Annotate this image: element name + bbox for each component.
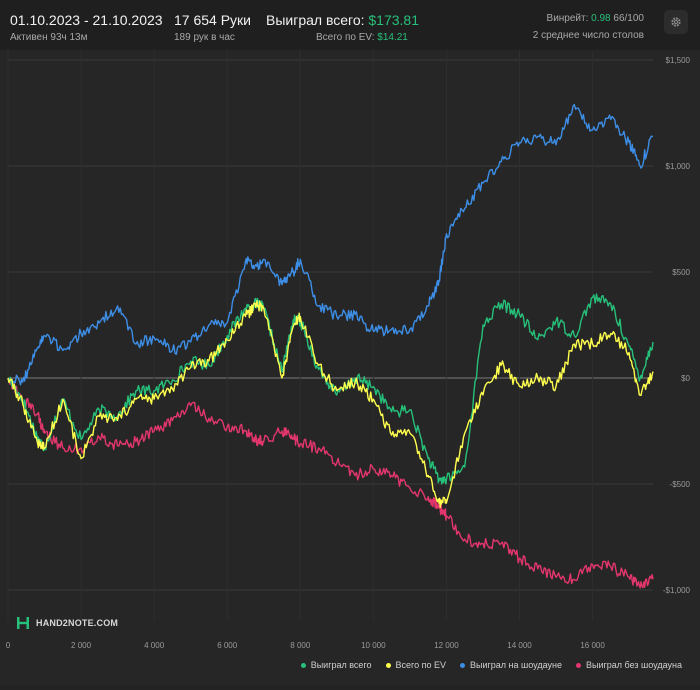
chart-x-grid	[7, 50, 594, 620]
chart-legend: Выиграл всего Всего по EV Выиграл на шоу…	[300, 660, 682, 670]
chart-y-ticks: $1,500 $1,000 $500 $0 -$500 -$1,000	[663, 56, 691, 595]
legend-item-showdown[interactable]: Выиграл на шоудауне	[460, 660, 562, 670]
winnings-block: Выиграл всего: $173.81 Всего по EV: $14.…	[266, 12, 419, 43]
legend-label: Всего по EV	[395, 660, 447, 670]
legend-label: Выиграл всего	[310, 660, 372, 670]
date-range-block: 01.10.2023 - 21.10.2023 Активен 93ч 13м	[10, 12, 163, 43]
winrate-label: Винрейт:	[546, 13, 592, 24]
x-tick-label: 8 000	[290, 641, 311, 650]
series-line-0	[7, 293, 654, 485]
legend-dot	[576, 662, 581, 668]
winrate-value: 0.98	[591, 13, 611, 24]
ev-total-value: $14.21	[377, 32, 408, 43]
ev-total: Всего по EV: $14.21	[266, 32, 419, 43]
series-line-1	[7, 300, 654, 508]
legend-item-non-showdown[interactable]: Выиграл без шоудауна	[576, 660, 682, 670]
settings-button[interactable]	[664, 10, 688, 34]
won-total: Выиграл всего: $173.81	[266, 12, 419, 28]
winrate: Винрейт: 0.98 66/100	[533, 13, 644, 24]
gear-icon	[671, 17, 681, 27]
y-tick-label: -$500	[670, 480, 691, 489]
ev-total-label: Всего по EV:	[316, 32, 378, 43]
y-tick-label: $500	[672, 268, 690, 277]
legend-dot	[300, 662, 306, 668]
chart-svg: $1,500 $1,000 $500 $0 -$500 -$1,000 0 2 000 4 0…	[6, 50, 691, 650]
logo-icon	[17, 617, 29, 629]
winrate-block: Винрейт: 0.98 66/100 2 среднее число сто…	[533, 13, 644, 41]
chart-x-ticks: 0 2 000 4 000 6 000 8 000 10 000 12 000 14 000 1…	[6, 641, 606, 650]
chart-grid	[8, 59, 653, 591]
x-tick-label: 0	[6, 641, 11, 650]
legend-dot	[460, 662, 466, 668]
won-total-label: Выиграл всего:	[266, 12, 369, 28]
x-tick-label: 12 000	[434, 641, 459, 650]
header-bar: 01.10.2023 - 21.10.2023 Активен 93ч 13м …	[0, 0, 700, 50]
legend-label: Выиграл на шоудауне	[470, 660, 562, 670]
x-tick-label: 16 000	[580, 641, 605, 650]
series-line-2	[7, 103, 654, 386]
avg-tables: 2 среднее число столов	[532, 30, 644, 41]
y-tick-label: -$1,000	[663, 586, 691, 595]
date-range[interactable]: 01.10.2023 - 21.10.2023	[10, 12, 163, 28]
hands-count: 17 654 Руки	[174, 12, 251, 28]
logo-text: HAND2NOTE.COM	[36, 618, 119, 628]
hand2note-logo: HAND2NOTE.COM	[16, 616, 118, 630]
chart-area: $1,500 $1,000 $500 $0 -$500 -$1,000 0 2 000 4 0…	[0, 50, 700, 685]
y-tick-label: $0	[681, 374, 690, 383]
legend-dot	[385, 662, 391, 668]
series-line-3	[7, 377, 654, 589]
active-time: Активен 93ч 13м	[10, 32, 88, 43]
y-tick-label: $1,000	[666, 162, 691, 171]
x-tick-label: 6 000	[217, 641, 238, 650]
legend-item-ev-total[interactable]: Всего по EV	[385, 660, 447, 670]
legend-label: Выиграл без шоудауна	[586, 660, 682, 670]
won-total-value: $173.81	[368, 12, 419, 28]
legend-item-won-total[interactable]: Выиграл всего	[300, 660, 372, 670]
chart-series	[7, 103, 654, 589]
y-tick-label: $1,500	[666, 56, 691, 65]
hands-block: 17 654 Руки 189 рук в час	[174, 12, 251, 43]
hands-per-hour: 189 рук в час	[174, 32, 235, 43]
x-tick-label: 14 000	[507, 641, 532, 650]
x-tick-label: 2 000	[71, 641, 92, 650]
x-tick-label: 10 000	[361, 641, 386, 650]
x-tick-label: 4 000	[144, 641, 165, 650]
winrate-rest: 66/100	[610, 13, 644, 24]
